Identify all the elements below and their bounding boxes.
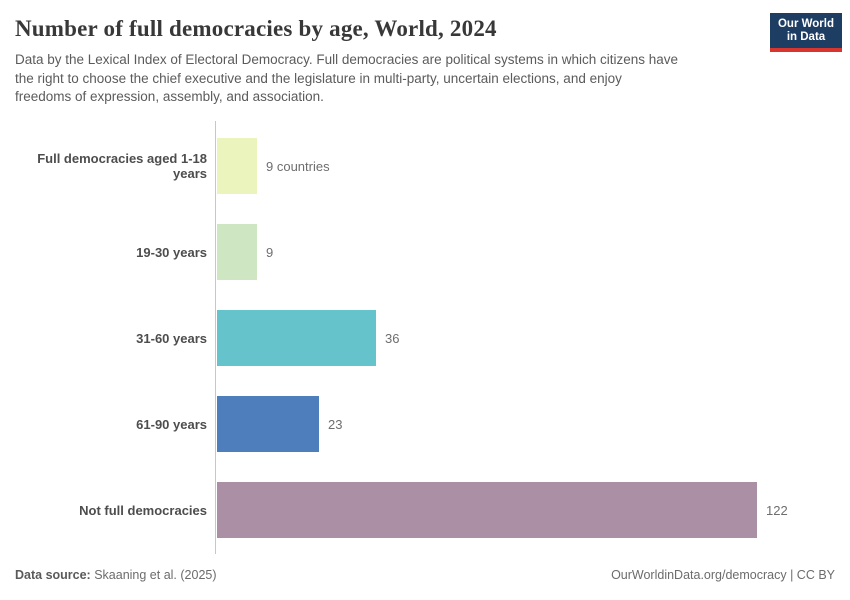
chart-rows: Full democracies aged 1-18 years 9 countr… [0,123,850,553]
subtitle-line-3: freedoms of expression, assembly, and as… [15,89,324,104]
footer-url-link[interactable]: OurWorldinData.org/democracy [611,568,787,582]
bar-zone: 36 [213,310,850,366]
data-source-label: Data source: [15,568,91,582]
owid-logo-line-1: Our World [777,18,834,30]
category-label: 31-60 years [136,330,207,346]
chart-row: 19-30 years 9 [0,209,850,295]
bar-zone: 9 [213,224,850,280]
data-source: Data source: Skaaning et al. (2025) [15,568,217,582]
value-label: 122 [766,502,788,518]
bar-4[interactable] [217,396,319,452]
value-label: 23 [328,416,343,432]
chart-header: Number of full democracies by age, World… [15,13,842,107]
footer-license-link[interactable]: CC BY [796,568,835,582]
bar-2[interactable] [217,224,257,280]
data-source-value: Skaaning et al. (2025) [90,568,217,582]
value-label: 9 countries [266,158,330,174]
chart-row: Full democracies aged 1-18 years 9 countr… [0,123,850,209]
chart-row: 61-90 years 23 [0,381,850,467]
bar-zone: 122 [213,482,850,538]
footer-divider: | [786,568,797,582]
category-label: 61-90 years [136,416,207,432]
bar-zone: 9 countries [213,138,850,194]
bar-5[interactable] [217,482,757,538]
y-axis-line [215,121,216,554]
subtitle-line-2: the right to choose the chief executive … [15,70,622,86]
chart-footer: Data source: Skaaning et al. (2025) OurW… [15,568,835,582]
value-label: 9 [266,244,274,260]
bar-1[interactable] [217,138,257,194]
bar-3[interactable] [217,310,376,366]
bar-chart: Full democracies aged 1-18 years 9 countr… [0,121,850,554]
footer-credit: OurWorldinData.org/democracy | CC BY [611,568,835,582]
chart-row: Not full democracies 122 [0,467,850,553]
owid-logo[interactable]: Our World in Data [770,13,842,52]
category-label: Full democracies aged 1-18 years [37,151,207,181]
chart-subtitle: Data by the Lexical Index of Electoral D… [15,51,842,107]
value-label: 36 [385,330,400,346]
subtitle-line-1: Data by the Lexical Index of Electoral D… [15,52,679,67]
category-label: Not full democracies [79,502,207,518]
bar-zone: 23 [213,396,850,452]
owid-logo-line-2: in Data [786,31,826,43]
page-title: Number of full democracies by age, World… [15,16,497,41]
chart-row: 31-60 years 36 [0,295,850,381]
category-label: 19-30 years [136,244,207,260]
